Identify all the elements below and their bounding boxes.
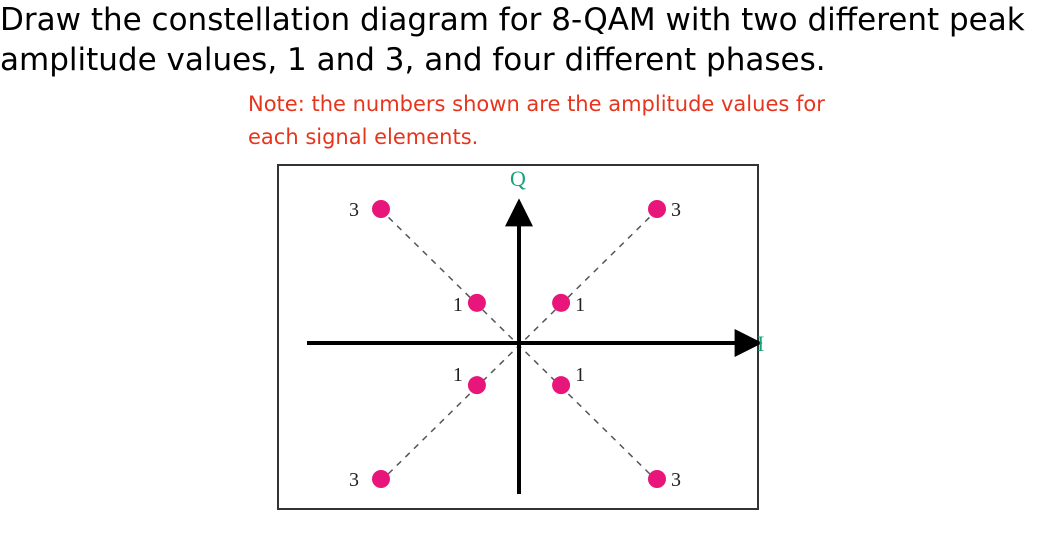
q-axis-label: Q (510, 166, 526, 191)
point-q2-outer-label: 3 (349, 199, 359, 221)
point-q4-outer (648, 470, 666, 488)
constellation-points: 3 3 1 1 1 1 3 3 (349, 199, 681, 491)
point-q3-outer-label: 3 (349, 469, 359, 491)
point-q1-outer-label: 3 (671, 199, 681, 221)
point-q4-inner-label: 1 (575, 364, 585, 386)
point-q1-inner (552, 293, 571, 312)
point-q4-outer-label: 3 (671, 469, 681, 491)
point-q1-outer (648, 200, 666, 218)
point-q2-inner (467, 293, 486, 312)
i-axis-label: I (757, 331, 764, 356)
point-q1-inner-label: 1 (575, 294, 585, 316)
question-line-2: amplitude values, 1 and 3, and four diff… (0, 42, 826, 78)
question-line-1: Draw the constellation diagram for 8-QAM… (0, 2, 1025, 38)
constellation-svg: Q I 3 3 1 1 1 1 3 3 (277, 164, 764, 510)
point-q2-inner-label: 1 (453, 294, 463, 316)
note-line-1: Note: the numbers shown are the amplitud… (248, 92, 825, 116)
point-q2-outer (372, 200, 390, 218)
point-q3-outer (372, 470, 390, 488)
point-q3-inner (467, 376, 486, 395)
note-text: Note: the numbers shown are the amplitud… (248, 88, 825, 154)
note-line-2: each signal elements. (248, 125, 479, 149)
constellation-diagram: Q I 3 3 1 1 1 1 3 3 (277, 164, 777, 511)
point-q4-inner (552, 376, 571, 395)
question-text: Draw the constellation diagram for 8-QAM… (0, 0, 1043, 80)
point-q3-inner-label: 1 (453, 364, 463, 386)
